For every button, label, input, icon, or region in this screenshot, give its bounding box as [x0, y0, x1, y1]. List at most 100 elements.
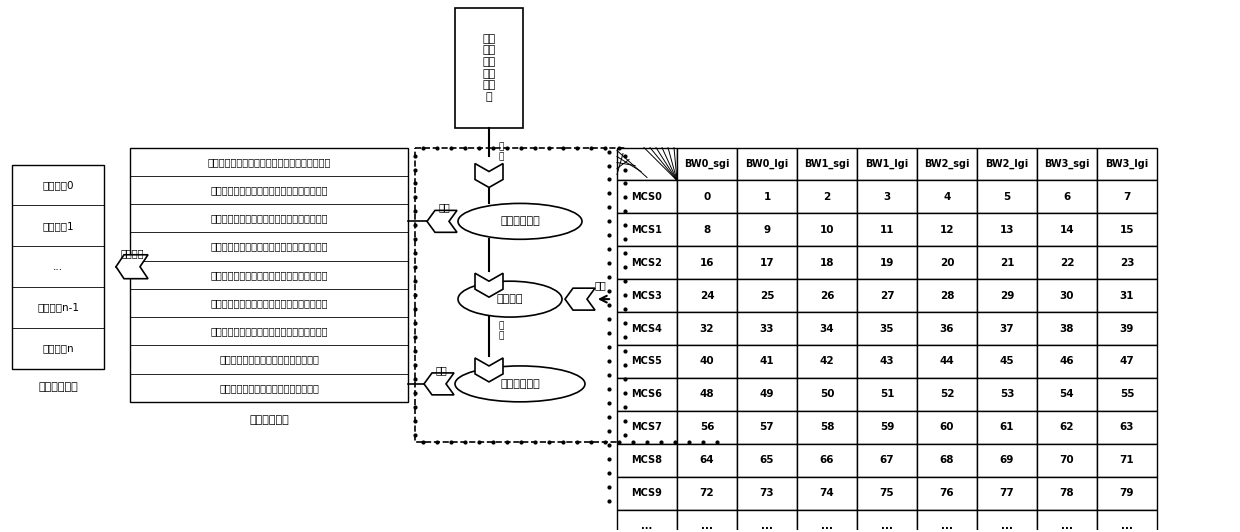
- Text: 47: 47: [1120, 356, 1135, 367]
- Bar: [618, 180, 677, 213]
- Bar: [977, 477, 1037, 510]
- Bar: [737, 345, 797, 378]
- Bar: [797, 510, 857, 532]
- Text: 32: 32: [699, 323, 714, 334]
- Bar: [1037, 444, 1097, 477]
- Bar: [918, 444, 977, 477]
- Bar: [1097, 378, 1157, 411]
- Text: 最高吞吐率对应速率的相邻速率的下一个速率: 最高吞吐率对应速率的相邻速率的下一个速率: [211, 213, 327, 223]
- Text: BW3_sgi: BW3_sgi: [1044, 159, 1090, 169]
- Bar: [677, 477, 737, 510]
- Text: 18: 18: [820, 257, 835, 268]
- Bar: [1097, 279, 1157, 312]
- Bar: [1097, 213, 1157, 246]
- Text: 27: 27: [879, 290, 894, 301]
- Text: 第三级速率表: 第三级速率表: [38, 382, 78, 392]
- Bar: [737, 180, 797, 213]
- Bar: [857, 378, 918, 411]
- Bar: [1037, 411, 1097, 444]
- Text: 38: 38: [1060, 323, 1074, 334]
- Bar: [1037, 510, 1097, 532]
- Bar: [857, 411, 918, 444]
- Text: 出
路: 出 路: [498, 321, 503, 340]
- Text: BW0_sgi: BW0_sgi: [684, 159, 730, 169]
- Bar: [1097, 180, 1157, 213]
- Text: ...: ...: [821, 521, 833, 531]
- Text: 0: 0: [703, 192, 711, 202]
- Bar: [797, 180, 857, 213]
- Text: ...: ...: [880, 521, 893, 531]
- Text: 59: 59: [880, 422, 894, 433]
- Bar: [857, 279, 918, 312]
- Text: ...: ...: [641, 521, 652, 531]
- Bar: [1037, 345, 1097, 378]
- Bar: [618, 312, 677, 345]
- Bar: [1097, 411, 1157, 444]
- Text: MCS4: MCS4: [631, 323, 662, 334]
- Bar: [797, 477, 857, 510]
- Bar: [455, 8, 523, 128]
- Bar: [977, 345, 1037, 378]
- Bar: [12, 164, 104, 369]
- Text: 14: 14: [1060, 225, 1074, 235]
- Text: 二分法与速率过滤算法得到的次选速率: 二分法与速率过滤算法得到的次选速率: [219, 383, 319, 393]
- Text: 50: 50: [820, 389, 835, 400]
- Bar: [677, 378, 737, 411]
- Text: 62: 62: [1060, 422, 1074, 433]
- Polygon shape: [475, 163, 503, 187]
- Text: BW3_lgi: BW3_lgi: [1105, 159, 1148, 169]
- Text: 39: 39: [1120, 323, 1135, 334]
- Bar: [618, 510, 677, 532]
- Bar: [1037, 477, 1097, 510]
- Ellipse shape: [458, 281, 562, 317]
- Polygon shape: [424, 373, 454, 395]
- Text: 15: 15: [1120, 225, 1135, 235]
- Text: MCS9: MCS9: [631, 488, 662, 498]
- Text: 速率过滤算法: 速率过滤算法: [500, 379, 539, 389]
- Bar: [677, 213, 737, 246]
- Bar: [797, 213, 857, 246]
- Bar: [618, 411, 677, 444]
- Bar: [737, 444, 797, 477]
- Bar: [857, 246, 918, 279]
- Text: 3: 3: [883, 192, 890, 202]
- Text: 58: 58: [820, 422, 835, 433]
- Bar: [918, 246, 977, 279]
- Bar: [918, 180, 977, 213]
- Text: ...: ...: [701, 521, 713, 531]
- Text: 73: 73: [760, 488, 774, 498]
- Bar: [857, 510, 918, 532]
- Text: MCS7: MCS7: [631, 422, 662, 433]
- Bar: [1097, 444, 1157, 477]
- Text: 17: 17: [760, 257, 774, 268]
- Text: 速率周边算法: 速率周边算法: [500, 217, 539, 226]
- Text: 侦查速率n: 侦查速率n: [42, 344, 74, 353]
- Text: ...: ...: [53, 262, 63, 272]
- Bar: [677, 345, 737, 378]
- Text: 8: 8: [703, 225, 711, 235]
- Text: MCS1: MCS1: [631, 225, 662, 235]
- Bar: [857, 147, 918, 180]
- Bar: [1037, 279, 1097, 312]
- Bar: [918, 411, 977, 444]
- Text: MCS3: MCS3: [631, 290, 662, 301]
- Text: 69: 69: [999, 455, 1014, 465]
- Bar: [1037, 378, 1097, 411]
- Text: 19: 19: [880, 257, 894, 268]
- Bar: [977, 180, 1037, 213]
- Ellipse shape: [458, 203, 582, 239]
- Bar: [918, 147, 977, 180]
- Text: MCS2: MCS2: [631, 257, 662, 268]
- Bar: [977, 312, 1037, 345]
- Text: 最高成功率对应速率的相邻速率的上一个速率: 最高成功率对应速率的相邻速率的上一个速率: [211, 298, 327, 308]
- Text: 66: 66: [820, 455, 835, 465]
- Text: 71: 71: [1120, 455, 1135, 465]
- Text: BW2_lgi: BW2_lgi: [986, 159, 1029, 169]
- Text: 输出: 输出: [438, 202, 450, 212]
- Bar: [737, 312, 797, 345]
- Text: 上一
周期
的试
探速
率集
合: 上一 周期 的试 探速 率集 合: [482, 34, 496, 102]
- Bar: [677, 312, 737, 345]
- Text: 最高吞吐率对应速率的长短间隔特征反转的速率: 最高吞吐率对应速率的长短间隔特征反转的速率: [207, 157, 331, 167]
- Text: 7: 7: [1123, 192, 1131, 202]
- Text: 23: 23: [1120, 257, 1135, 268]
